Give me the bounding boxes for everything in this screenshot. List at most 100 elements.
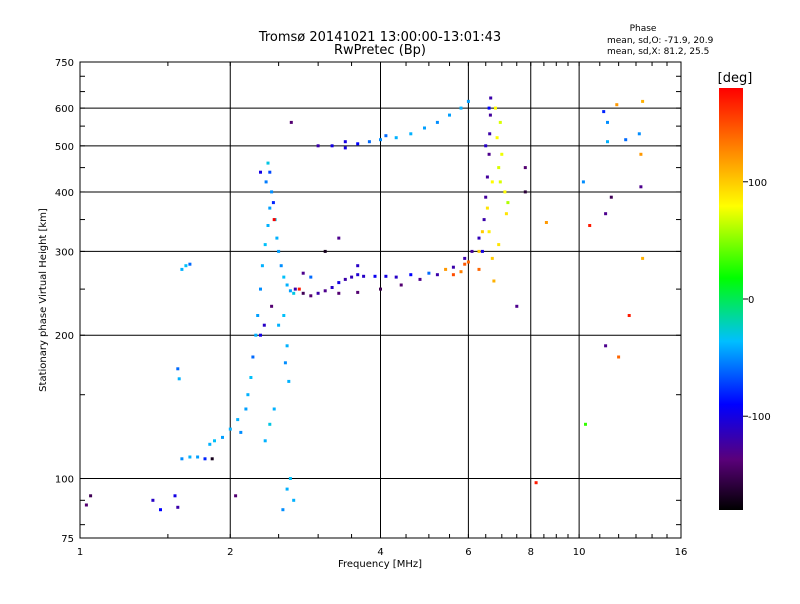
data-point (188, 262, 192, 266)
data-point (482, 218, 486, 222)
data-point (523, 190, 527, 194)
data-point (604, 212, 608, 216)
data-point (184, 264, 188, 268)
x-axis-label: Frequency [MHz] (338, 559, 422, 570)
data-point (362, 274, 366, 278)
data-point (444, 267, 448, 271)
data-point (301, 271, 305, 275)
data-point (604, 344, 608, 348)
data-point (427, 271, 431, 275)
data-point (492, 279, 496, 283)
x-tick-labels: 1 2 4 6 8 10 16 (77, 547, 688, 558)
data-point (466, 99, 470, 103)
data-point (488, 113, 492, 117)
data-point (487, 106, 491, 110)
data-point (266, 224, 270, 227)
data-point (196, 455, 200, 459)
data-point (277, 323, 281, 327)
data-point (272, 407, 276, 411)
colorbar-tick-label: -100 (748, 412, 771, 423)
colorbar-tick-label: 100 (748, 178, 767, 189)
data-point (285, 344, 289, 348)
data-point (615, 103, 619, 107)
data-point (297, 287, 301, 291)
data-point (281, 508, 285, 512)
data-point (379, 138, 382, 142)
data-point (289, 120, 293, 124)
data-point (581, 180, 585, 184)
y-tick-label: 400 (55, 188, 74, 199)
data-point (316, 291, 320, 295)
y-tick-label: 600 (55, 104, 74, 115)
phase-stats-o: mean, sd,O: -71.9, 20.9 (607, 36, 714, 46)
data-point (251, 355, 255, 359)
data-point (399, 283, 403, 287)
data-point (89, 494, 93, 498)
data-point (263, 243, 267, 247)
data-point (489, 96, 493, 100)
data-point (534, 481, 538, 485)
y-tick-labels: 75 100 200 300 400 500 600 750 (55, 58, 74, 545)
data-point (394, 136, 398, 140)
data-point (239, 430, 243, 434)
data-point (459, 106, 463, 110)
data-point (617, 355, 621, 359)
data-point (234, 494, 238, 498)
data-point (210, 457, 214, 461)
data-point (423, 126, 426, 130)
data-point (606, 120, 609, 124)
data-point (337, 236, 341, 240)
data-point (466, 260, 470, 264)
data-point (270, 304, 274, 308)
data-point (459, 270, 463, 274)
data-point (176, 367, 180, 371)
data-point (323, 289, 327, 293)
data-point (316, 144, 320, 148)
data-point (544, 221, 548, 224)
data-point (272, 218, 276, 222)
data-point (268, 422, 272, 426)
data-point (409, 132, 413, 136)
x-tick-label: 10 (573, 547, 586, 558)
data-point (180, 457, 184, 461)
data-point (584, 422, 587, 426)
data-point (488, 132, 492, 136)
data-point (159, 508, 162, 512)
data-point (263, 439, 267, 443)
data-point (285, 487, 289, 491)
data-point (350, 275, 354, 279)
data-point (480, 230, 484, 234)
data-point (268, 206, 272, 210)
data-point (343, 140, 347, 144)
data-point (288, 477, 292, 480)
data-point (379, 287, 382, 291)
data-point (356, 264, 360, 268)
data-point (249, 376, 253, 379)
data-point (495, 136, 499, 140)
data-point (500, 152, 504, 156)
colorbar-label: [deg] (718, 71, 753, 86)
data-point (254, 333, 258, 337)
data-point (262, 323, 266, 327)
data-point (480, 249, 484, 253)
data-point (293, 287, 297, 291)
data-point (173, 494, 177, 498)
data-point (494, 106, 497, 110)
phase-stats-title: Phase (630, 24, 657, 34)
data-point (301, 291, 305, 295)
x-tick-label: 6 (465, 547, 471, 558)
chart-title: Tromsø 20141021 13:00:00-13:01:43 (258, 30, 501, 45)
y-tick-label: 100 (55, 475, 74, 486)
data-point (484, 144, 488, 148)
data-point (259, 333, 262, 337)
grid-lines (80, 62, 681, 538)
data-point (485, 175, 489, 179)
phase-stats-x: mean, sd,X: 81.2, 25.5 (607, 47, 709, 57)
data-point (639, 152, 643, 156)
data-point (203, 457, 207, 461)
data-point (470, 249, 474, 253)
data-point (266, 161, 270, 165)
data-point (84, 503, 88, 507)
data-point (270, 190, 274, 194)
